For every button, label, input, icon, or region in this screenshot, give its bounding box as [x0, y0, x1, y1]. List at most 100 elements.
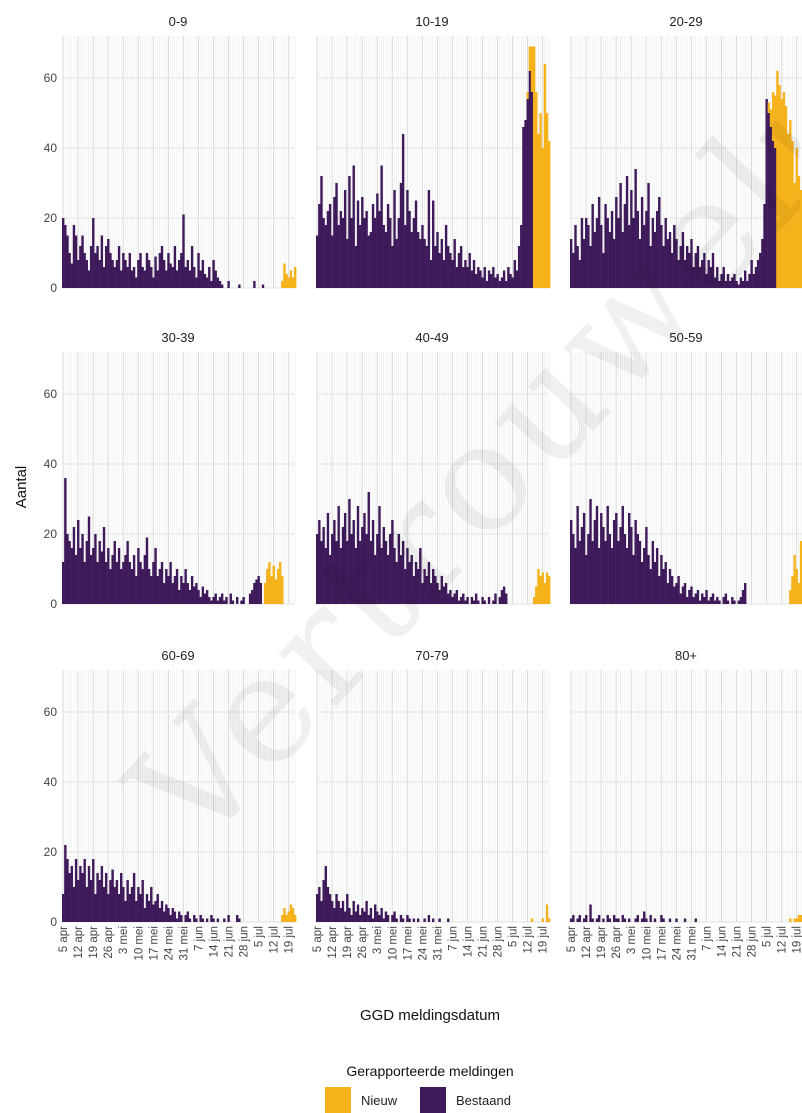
bar-bestaand [621, 232, 624, 288]
bar-bestaand [223, 600, 226, 604]
bar-bestaand [135, 901, 138, 922]
x-tick-label: 10 mei [387, 926, 399, 961]
bar-bestaand [399, 555, 403, 604]
bar-nieuw [799, 541, 802, 604]
bar-nieuw [537, 569, 540, 604]
bar-bestaand [331, 235, 334, 288]
bar-bestaand [703, 597, 706, 604]
bar-bestaand [496, 274, 499, 288]
bar-bestaand [677, 260, 680, 288]
bar-bestaand [128, 562, 131, 604]
bar-bestaand [580, 527, 584, 604]
bar-bestaand [115, 562, 119, 604]
bar-bestaand [668, 569, 672, 604]
x-tick-label: 19 jul [538, 926, 550, 954]
bar-bestaand [201, 260, 205, 288]
x-tick-label: 5 jul [254, 926, 266, 947]
bar-bestaand [690, 239, 693, 288]
bar-bestaand [339, 908, 343, 922]
bar-bestaand [444, 225, 448, 288]
y-tick-label: 0 [50, 281, 57, 295]
bar-bestaand [692, 267, 695, 288]
bar-bestaand [72, 887, 76, 922]
bar-nieuw [530, 46, 534, 92]
bar-bestaand [371, 520, 375, 604]
bar-nieuw [545, 113, 549, 288]
bar-bestaand [83, 859, 86, 922]
bar-bestaand [582, 513, 586, 604]
bar-bestaand [438, 918, 441, 922]
bar-bestaand [451, 597, 454, 604]
bar-bestaand [324, 866, 327, 922]
bar-bestaand [731, 597, 734, 604]
bar-bestaand [658, 197, 661, 288]
bar-bestaand [178, 590, 181, 604]
bar-bestaand [139, 562, 142, 604]
bar-bestaand [376, 534, 379, 604]
bar-bestaand [81, 534, 84, 604]
x-axis-title: GGD meldingsdatum [360, 1007, 500, 1024]
bar-bestaand [617, 541, 620, 604]
bar-bestaand [160, 246, 164, 288]
bar-bestaand [120, 873, 123, 922]
bar-bestaand [570, 239, 573, 288]
bar-bestaand [216, 600, 220, 604]
bar-bestaand [124, 901, 127, 922]
bar-bestaand [492, 600, 495, 604]
bar-bestaand [365, 534, 368, 604]
bar-bestaand [77, 260, 80, 288]
bar-nieuw [793, 183, 796, 288]
bar-bestaand [397, 218, 401, 288]
x-tick-label: 7 jun [193, 926, 205, 951]
bar-bestaand [212, 260, 215, 288]
bar-bestaand [591, 541, 594, 604]
bar-bestaand [623, 204, 627, 288]
panel-title: 40-49 [415, 330, 448, 345]
panel-title: 30-39 [161, 330, 194, 345]
bar-bestaand [447, 246, 450, 288]
bar-bestaand [640, 562, 644, 604]
bar-bestaand [253, 583, 256, 604]
panel-title: 60-69 [161, 648, 194, 663]
bar-bestaand [481, 597, 484, 604]
panel-0-9: 0-9 0 20 40 60 [44, 14, 297, 295]
bar-bestaand [668, 232, 672, 288]
bar-bestaand [391, 915, 394, 922]
bar-bestaand [135, 576, 138, 604]
bar-bestaand [369, 232, 373, 288]
bar-bestaand [356, 506, 360, 604]
x-tick-label: 17 mei [148, 926, 160, 961]
bar-bestaand [147, 260, 151, 288]
bar-bestaand [180, 253, 183, 288]
bar-bestaand [522, 127, 525, 288]
bar-bestaand [328, 894, 332, 922]
bar-bestaand [374, 555, 377, 604]
bar-bestaand [399, 915, 403, 922]
x-tick-label: 21 jun [731, 926, 743, 957]
bar-bestaand [371, 204, 375, 288]
bar-bestaand [68, 541, 71, 604]
panel-title: 80+ [675, 648, 697, 663]
bar-bestaand [333, 520, 336, 604]
bar-bestaand [62, 562, 65, 604]
bar-bestaand [505, 593, 508, 604]
bar-bestaand [141, 569, 144, 604]
bar-bestaand [64, 845, 67, 922]
bar-bestaand [193, 915, 196, 922]
y-tick-label: 0 [50, 597, 57, 611]
bar-nieuw [545, 904, 549, 922]
bar-bestaand [444, 583, 448, 604]
bar-bestaand [401, 134, 405, 288]
bar-bestaand [728, 281, 732, 288]
bar-bestaand [675, 918, 678, 922]
bar-bestaand [427, 190, 431, 288]
plot-area [316, 670, 548, 922]
bar-bestaand [363, 513, 366, 604]
bar-bestaand [87, 866, 91, 922]
bar-bestaand [384, 541, 388, 604]
bar-bestaand [201, 586, 205, 604]
bar-bestaand [175, 569, 179, 604]
bar-bestaand [395, 562, 398, 604]
plot-area [570, 670, 802, 922]
bar-bestaand [643, 911, 646, 922]
